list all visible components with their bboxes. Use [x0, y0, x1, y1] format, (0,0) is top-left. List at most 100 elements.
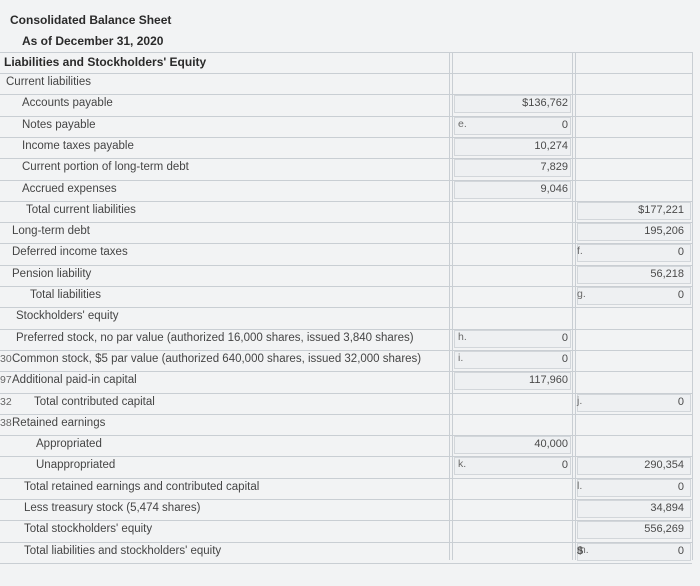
question-letter: i.	[458, 352, 464, 364]
input-cell-col1[interactable]	[454, 138, 571, 156]
row-label: Additional paid-in capital	[12, 374, 137, 386]
value-col2: 56,218	[650, 268, 684, 280]
input-cell-col1[interactable]	[454, 159, 571, 177]
input-cell-col2[interactable]	[577, 266, 691, 284]
grid-line-h	[0, 307, 692, 308]
row-label: Notes payable	[22, 119, 96, 131]
input-cell-col2[interactable]	[577, 479, 691, 497]
row-label: Total liabilities	[30, 289, 101, 301]
table-row: Pension liability	[0, 265, 700, 286]
question-letter: e.	[458, 118, 467, 130]
grid-line-h	[0, 435, 692, 436]
input-cell-col2[interactable]	[577, 287, 691, 305]
grid-line-h	[0, 243, 692, 244]
dollar-sign: $	[577, 545, 584, 557]
grid-line-v	[692, 52, 693, 560]
grid-line-h	[0, 563, 692, 564]
row-label: Current portion of long-term debt	[22, 161, 189, 173]
row-label: Total contributed capital	[34, 396, 155, 408]
row-label: Pension liability	[12, 268, 92, 280]
sheet-title: Consolidated Balance Sheet	[10, 13, 172, 27]
question-letter: k.	[458, 458, 467, 470]
row-label: Less treasury stock (5,474 shares)	[24, 502, 201, 514]
grid-line-v	[449, 52, 450, 560]
value-col2: 556,269	[644, 523, 684, 535]
row-number: 30	[0, 353, 12, 365]
input-cell-col1[interactable]	[454, 372, 571, 390]
input-cell-col2[interactable]	[577, 457, 691, 475]
table-row: Total retained earnings and contributed …	[0, 478, 700, 499]
question-letter: f.	[577, 245, 583, 257]
table-row: Total current liabilities	[0, 201, 700, 222]
table-row: 32 Total contributed capital	[0, 393, 700, 414]
input-cell-col1[interactable]	[454, 95, 571, 113]
question-letter: m.	[577, 544, 589, 556]
grid-line-h	[0, 94, 692, 95]
value-col2: 290,354	[644, 459, 684, 471]
grid-line-h	[0, 52, 692, 53]
input-cell-col2[interactable]	[577, 394, 691, 412]
input-cell-col1[interactable]	[454, 330, 571, 348]
row-label: Current liabilities	[6, 76, 92, 88]
value-col2: $177,221	[638, 204, 684, 216]
table-row: Stockholders' equity	[0, 307, 700, 328]
table-row: Unappropriated	[0, 456, 700, 477]
input-cell-col2[interactable]	[577, 543, 691, 561]
input-cell-col2[interactable]	[577, 521, 691, 539]
row-label: Appropriated	[36, 438, 102, 450]
grid-line-h	[0, 329, 692, 330]
value-col1: 0	[561, 353, 568, 365]
table-row: Accounts payable	[0, 94, 700, 115]
input-cell-col2[interactable]	[577, 202, 691, 220]
grid-line-h	[0, 116, 692, 117]
row-label: Total liabilities and stockholders' equi…	[24, 545, 222, 557]
row-number: 97	[0, 374, 12, 386]
input-cell-col2[interactable]	[577, 500, 691, 518]
value-col1: $136,762	[522, 97, 568, 109]
grid-line-h	[0, 393, 692, 394]
row-label: Income taxes payable	[22, 140, 134, 152]
grid-line-h	[0, 265, 692, 266]
table-row: Current liabilities	[0, 73, 700, 94]
input-cell-col1[interactable]	[454, 181, 571, 199]
header-title-row: Consolidated Balance Sheet	[0, 10, 700, 31]
grid-line-h	[0, 222, 692, 223]
question-letter: l.	[577, 480, 583, 492]
row-label: Unappropriated	[36, 459, 116, 471]
table-row: Less treasury stock (5,474 shares)	[0, 499, 700, 520]
input-cell-col2[interactable]	[577, 244, 691, 262]
grid-line-h	[0, 180, 692, 181]
question-letter: j.	[577, 395, 583, 407]
table-row: Total liabilities	[0, 286, 700, 307]
value-col1: 40,000	[534, 438, 568, 450]
grid-line-h	[0, 499, 692, 500]
input-cell-col2[interactable]	[577, 223, 691, 241]
row-label: Common stock, $5 par value (authorized 6…	[12, 353, 422, 365]
grid-line-h	[0, 414, 692, 415]
sheet-date: As of December 31, 2020	[22, 34, 164, 48]
input-cell-col1[interactable]	[454, 351, 571, 369]
row-label: Accounts payable	[22, 97, 113, 109]
value-col1: 0	[561, 332, 568, 344]
grid-line-h	[0, 456, 692, 457]
table-row: Current portion of long-term debt	[0, 158, 700, 179]
row-label: Preferred stock, no par value (authorize…	[16, 332, 414, 344]
value-col2: 0	[677, 481, 684, 493]
table-row: Appropriated	[0, 435, 700, 456]
table-row: Total stockholders' equity	[0, 520, 700, 541]
input-cell-col1[interactable]	[454, 457, 571, 475]
input-cell-col1[interactable]	[454, 117, 571, 135]
grid-line-v	[572, 52, 573, 560]
grid-line-v	[452, 52, 453, 560]
grid-line-h	[0, 371, 692, 372]
value-col1: 0	[561, 119, 568, 131]
input-cell-col1[interactable]	[454, 436, 571, 454]
row-label: Retained earnings	[12, 417, 106, 429]
table-row: 30 Common stock, $5 par value (authorized…	[0, 350, 700, 371]
row-label: Total stockholders' equity	[24, 523, 153, 535]
value-col1: 10,274	[534, 140, 568, 152]
row-label: Stockholders' equity	[16, 310, 119, 322]
row-label: Total current liabilities	[26, 204, 136, 216]
grid-line-v	[575, 52, 576, 560]
